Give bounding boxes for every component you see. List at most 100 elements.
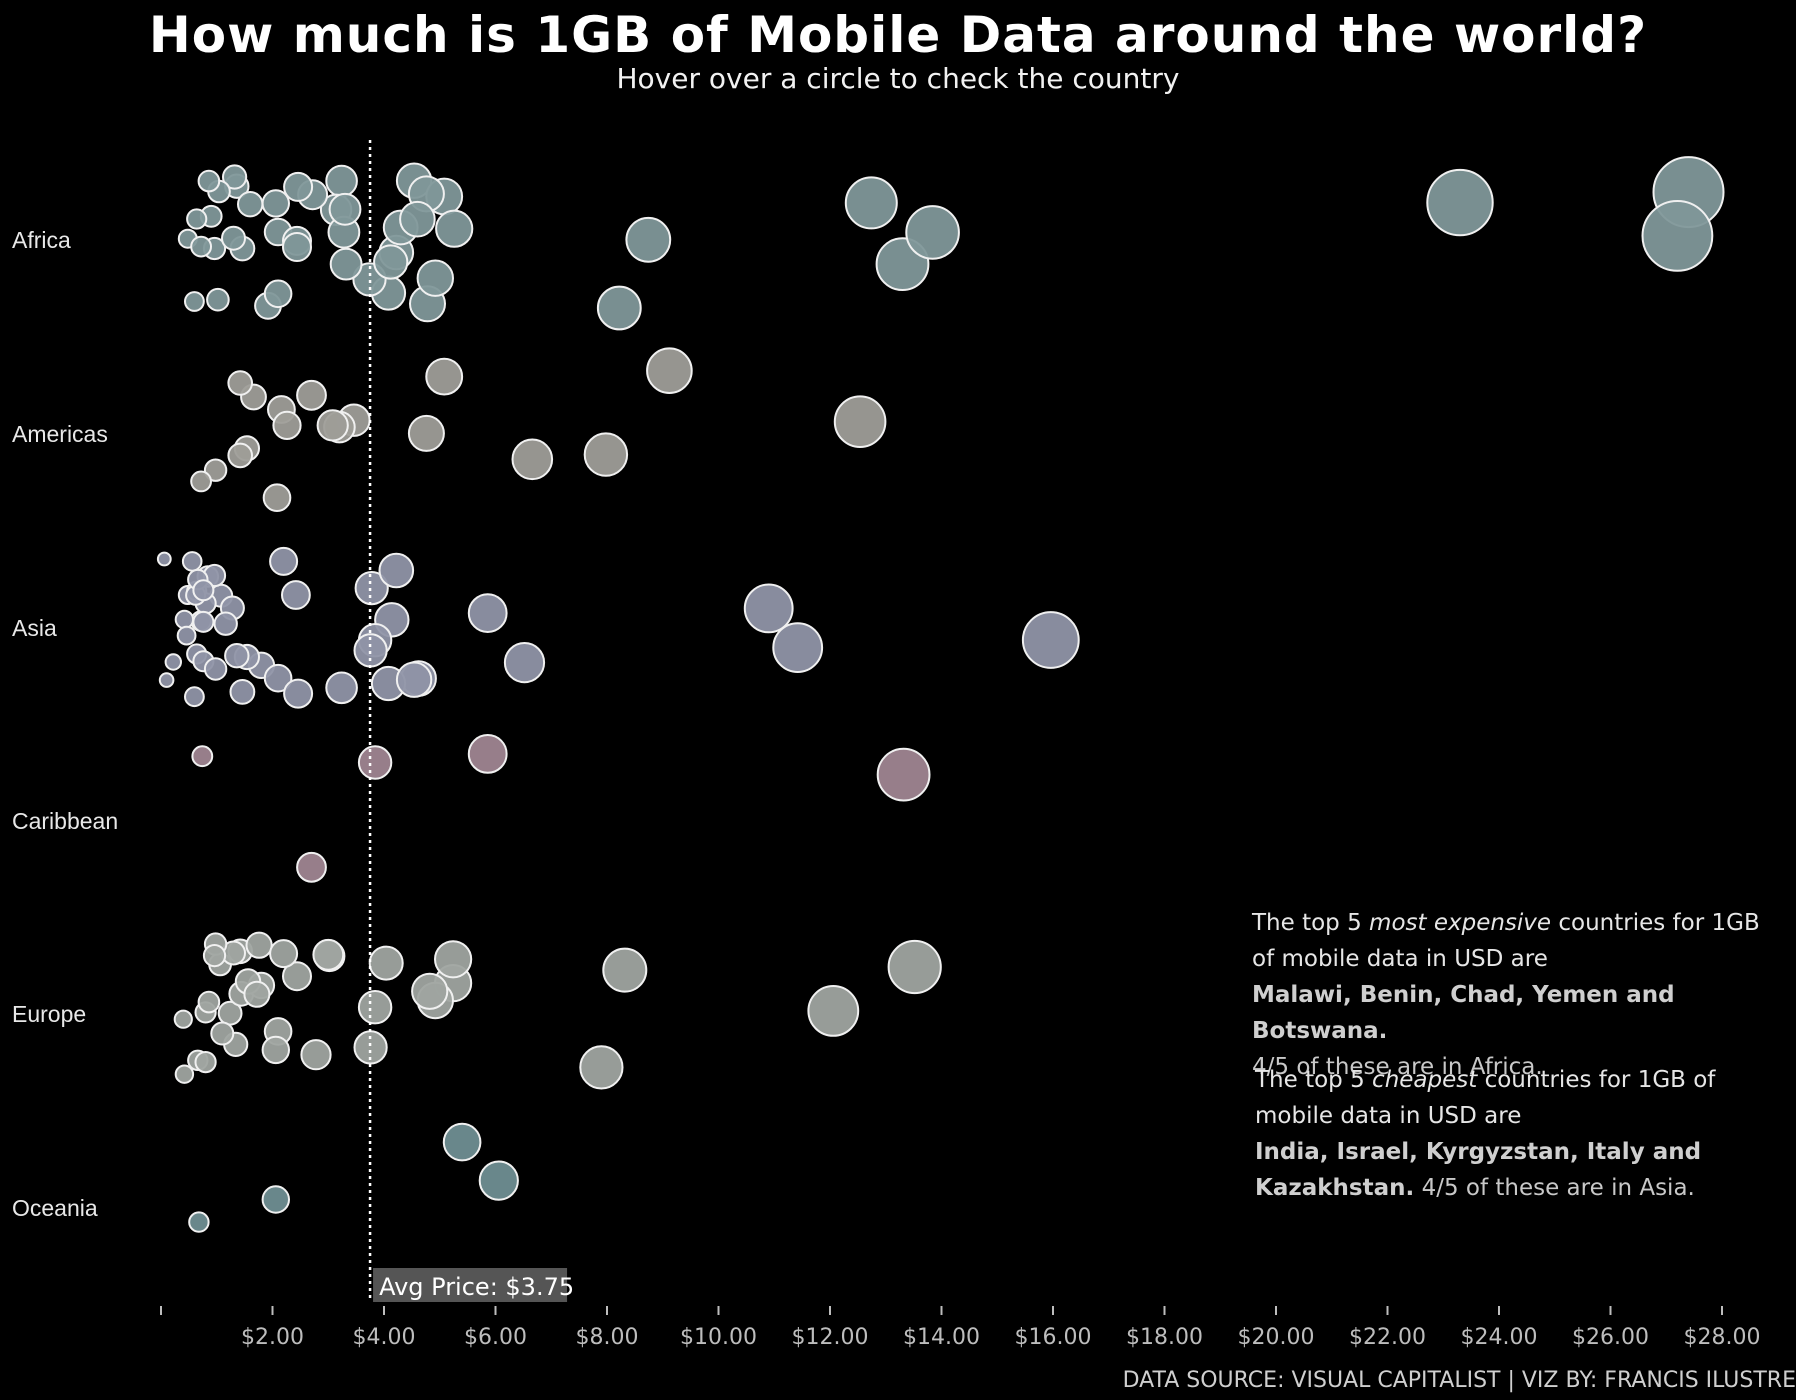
bubble-asia[interactable] [176, 625, 197, 646]
bubble-asia[interactable] [213, 611, 238, 636]
bubble-asia[interactable] [164, 653, 183, 671]
bubble-africa[interactable] [399, 200, 436, 238]
bubble-asia[interactable] [192, 610, 215, 633]
data-source-credit: DATA SOURCE: VISUAL CAPITALIST | VIZ BY:… [1122, 1368, 1796, 1393]
bubble-europe[interactable] [282, 961, 312, 992]
bubble-europe[interactable] [173, 1009, 193, 1029]
bubble-asia[interactable] [467, 593, 508, 633]
bubble-americas[interactable] [190, 470, 213, 493]
bubble-africa[interactable] [282, 232, 312, 262]
bubble-americas[interactable] [511, 438, 554, 481]
bubble-europe[interactable] [202, 944, 227, 968]
bubble-asia[interactable] [229, 679, 256, 705]
bubble-europe[interactable] [245, 931, 273, 959]
category-label-oceania: Oceania [12, 1195, 98, 1221]
bubble-africa[interactable] [283, 171, 314, 202]
bubble-asia[interactable] [192, 579, 215, 602]
bubble-americas[interactable] [227, 442, 253, 469]
bubble-caribbean[interactable] [296, 851, 327, 883]
bubble-africa[interactable] [237, 191, 264, 218]
bubble-africa[interactable] [435, 209, 474, 248]
bubble-africa[interactable] [221, 225, 246, 251]
bubble-americas[interactable] [296, 379, 327, 411]
bubble-europe[interactable] [357, 990, 393, 1025]
bubble-asia[interactable] [503, 642, 546, 684]
bubble-europe[interactable] [411, 972, 449, 1010]
bubble-americas[interactable] [583, 432, 629, 477]
avg-price-label: Avg Price: $3.75 [379, 1273, 574, 1301]
bubble-africa[interactable] [625, 216, 672, 263]
bubble-americas[interactable] [425, 357, 464, 396]
bubble-oceania[interactable] [442, 1122, 482, 1162]
bubble-europe[interactable] [261, 1035, 290, 1065]
bubble-caribbean[interactable] [357, 745, 393, 780]
bubble-asia[interactable] [1021, 611, 1080, 669]
bubble-africa[interactable] [186, 208, 208, 230]
bubble-europe[interactable] [434, 940, 473, 979]
bubble-asia[interactable] [283, 678, 314, 709]
bubble-americas[interactable] [407, 414, 445, 452]
bubble-americas[interactable] [262, 483, 292, 513]
bubble-asia[interactable] [354, 571, 389, 606]
bubble-asia[interactable] [203, 657, 228, 681]
bubble-oceania[interactable] [261, 1185, 290, 1214]
bubble-americas[interactable] [272, 410, 302, 440]
bubble-asia[interactable] [325, 671, 358, 705]
bubble-oceania[interactable] [188, 1211, 210, 1233]
bubble-africa[interactable] [325, 164, 358, 198]
bubble-caribbean[interactable] [191, 745, 214, 768]
bubble-africa[interactable] [596, 285, 642, 331]
bubble-asia[interactable] [224, 643, 250, 669]
bubble-africa[interactable] [206, 287, 230, 312]
bubble-africa[interactable] [905, 205, 960, 260]
bubble-europe[interactable] [312, 938, 345, 971]
bubble-africa[interactable] [184, 291, 205, 312]
bubble-europe[interactable] [602, 947, 648, 993]
bubble-asia[interactable] [156, 551, 172, 567]
bubble-africa[interactable] [222, 164, 248, 190]
bubble-asia[interactable] [158, 672, 175, 688]
bubble-europe[interactable] [269, 939, 299, 969]
bubble-europe[interactable] [368, 945, 404, 981]
bubble-africa[interactable] [329, 247, 363, 281]
bubble-europe[interactable] [579, 1045, 624, 1090]
bubble-americas[interactable] [646, 347, 693, 395]
category-label-caribbean: Caribbean [12, 808, 118, 834]
bubble-caribbean[interactable] [467, 734, 508, 774]
bubble-africa[interactable] [1426, 168, 1494, 237]
bubble-asia[interactable] [395, 661, 433, 698]
bubble-caribbean[interactable] [876, 747, 931, 802]
bubble-asia[interactable] [281, 580, 311, 610]
bubble-africa[interactable] [328, 192, 362, 226]
bubble-africa[interactable] [197, 169, 221, 193]
bubble-asia[interactable] [181, 551, 203, 572]
bubble-asia[interactable] [263, 663, 293, 693]
bubble-africa[interactable] [261, 189, 290, 218]
bubble-asia[interactable] [772, 622, 824, 673]
bubble-americas[interactable] [316, 409, 349, 442]
bubble-europe[interactable] [300, 1039, 332, 1071]
bubble-africa[interactable] [373, 244, 409, 280]
bubble-europe[interactable] [194, 1051, 217, 1074]
chart-subtitle: Hover over a circle to check the country [616, 62, 1180, 95]
bubble-europe[interactable] [210, 1021, 235, 1046]
bubble-europe[interactable] [197, 990, 221, 1014]
x-tick-label: $20.00 [1238, 1325, 1315, 1350]
bubble-europe[interactable] [174, 1064, 195, 1084]
bubble-asia[interactable] [743, 583, 794, 634]
bubble-americas[interactable] [833, 395, 887, 449]
bubble-africa[interactable] [416, 259, 454, 297]
bubble-asia[interactable] [184, 686, 205, 708]
bubble-asia[interactable] [378, 552, 415, 589]
bubble-oceania[interactable] [478, 1160, 519, 1201]
bubble-asia[interactable] [174, 609, 195, 630]
bubble-americas[interactable] [227, 370, 253, 396]
bubble-europe[interactable] [243, 980, 271, 1008]
bubble-africa[interactable] [844, 176, 898, 230]
bubble-africa[interactable] [190, 235, 213, 258]
bubble-europe[interactable] [887, 939, 942, 995]
bubble-africa[interactable] [263, 279, 293, 309]
bubble-africa[interactable] [1641, 200, 1714, 272]
bubble-europe[interactable] [807, 985, 860, 1037]
bubble-asia[interactable] [269, 546, 299, 576]
